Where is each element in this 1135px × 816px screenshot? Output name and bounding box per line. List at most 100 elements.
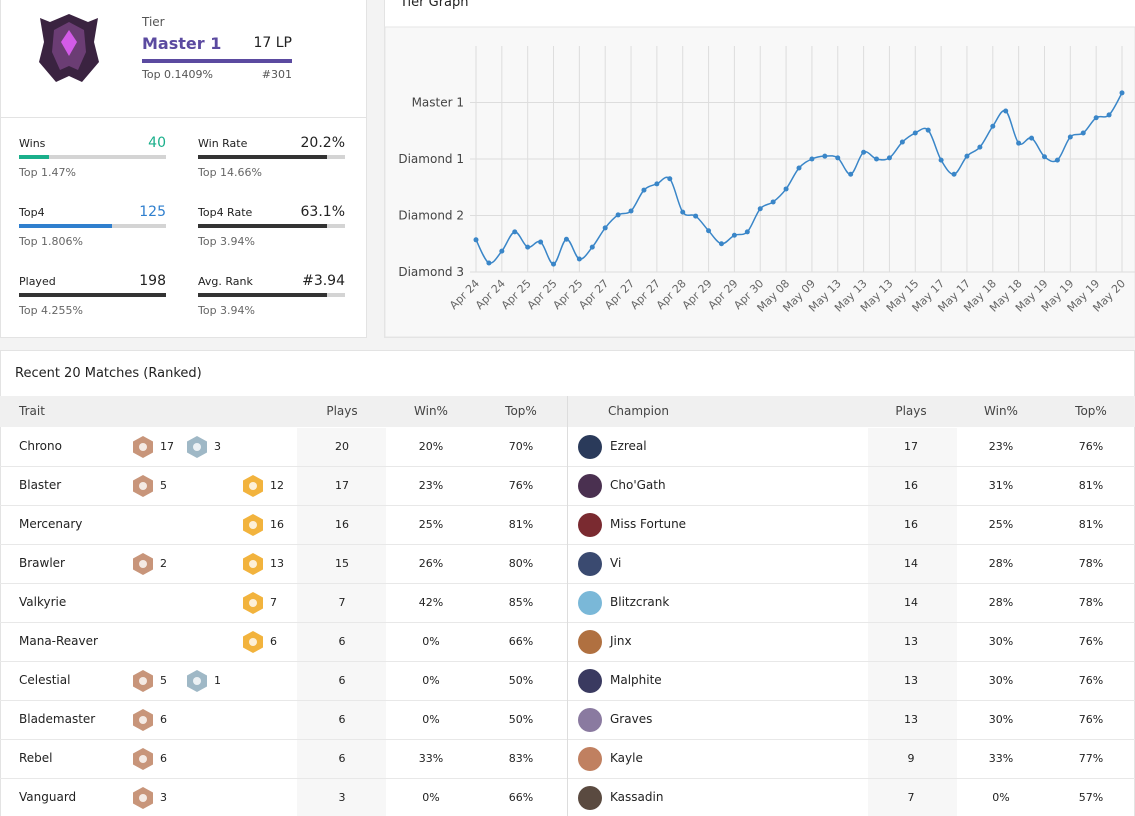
badge-count: 13 [270,557,284,570]
cell: 3 [338,791,346,804]
stat-label: Win Rate [198,137,248,150]
y-tick-label: Diamond 2 [398,209,464,223]
row-line [0,622,567,623]
cell: 0% [422,791,440,804]
trait-name: Mana-Reaver [19,634,98,648]
trait-badge [133,475,153,497]
point [848,171,854,177]
cell: 42% [418,596,444,609]
cell: 85% [508,596,534,609]
badge-count: 5 [160,479,167,492]
trait-badge [133,787,153,809]
stat-bar [198,224,328,228]
trait-badge [243,514,263,536]
cell: 30% [988,713,1014,726]
point [1003,108,1009,114]
cell: 30% [988,674,1014,687]
champion-name: Kayle [610,751,643,765]
stat-value: #3.94 [302,273,345,289]
cell: 66% [508,791,534,804]
cell: 78% [1078,557,1104,570]
champion-avatar [578,786,602,810]
cell: 16 [335,518,349,531]
tier-emblem [39,14,99,82]
point [964,153,970,159]
point [1119,90,1125,96]
cell: 76% [1078,713,1104,726]
badge-count: 6 [160,752,167,765]
cell: 7 [907,791,915,804]
row-line [568,583,1135,584]
stat-value: 125 [139,204,166,220]
cell: 6 [338,713,346,726]
cell: 6 [338,674,346,687]
trait-name: Valkyrie [19,595,67,609]
tier-label: Tier [142,15,165,29]
point [499,248,505,254]
cell: 70% [508,440,534,453]
cell: 0% [422,713,440,726]
matches-title: Recent 20 Matches (Ranked) [15,366,202,381]
header-cell: Plays [895,404,927,418]
point [551,261,557,267]
point [473,237,479,243]
trait-name: Brawler [19,556,65,570]
cell: 30% [988,635,1014,648]
stat-value: 63.1% [300,204,345,220]
cell: 78% [1078,596,1104,609]
tier-top: Top 0.1409% [142,68,214,81]
stat-bar [19,155,49,159]
badge-count: 3 [160,791,167,804]
cell: 33% [418,752,444,765]
trait-badge [133,709,153,731]
stat-label: Avg. Rank [198,275,253,288]
point [1016,140,1022,146]
point [1093,115,1099,121]
point [641,187,647,193]
cell: 0% [422,674,440,687]
header-cell: Top% [1075,404,1107,418]
champion-avatar [578,474,602,498]
cell: 20% [418,440,444,453]
stat-top: Top 14.66% [198,166,263,179]
stat-top: Top 3.94% [198,235,256,248]
stat-bar-track [19,155,166,159]
badge-count: 7 [270,596,277,609]
champion-avatar [578,747,602,771]
trait-badge [133,748,153,770]
champion-name: Ezreal [610,439,647,453]
champion-avatar [578,552,602,576]
trait-name: Celestial [19,673,71,687]
trait-badge [187,436,207,458]
row-line [0,466,567,467]
badge-count: 6 [160,713,167,726]
champion-name: Vi [610,556,622,570]
row-line [568,466,1135,467]
point [770,199,776,205]
stat-bar-track [198,293,345,297]
cell: 25% [988,518,1014,531]
champion-avatar [578,669,602,693]
point [512,229,518,235]
point [757,206,763,212]
cell: 25% [418,518,444,531]
cell: 77% [1078,752,1104,765]
stat-top: Top 3.94% [198,304,256,317]
row-line [568,661,1135,662]
chart-title: Tier Graph [399,0,469,10]
stat-bar [198,293,328,297]
cell: 23% [418,479,444,492]
header-cell: Plays [326,404,358,418]
point [1080,130,1086,136]
cell: 50% [508,674,534,687]
stat-bar [198,155,328,159]
cell: 14 [904,596,918,609]
point [680,209,686,215]
champion-name: Jinx [610,634,632,648]
cell: 23% [988,440,1014,453]
trait-name: Rebel [19,751,53,765]
cell: 31% [988,479,1014,492]
row-line [0,661,567,662]
trait-badge [133,670,153,692]
champion-name: Kassadin [610,790,664,804]
